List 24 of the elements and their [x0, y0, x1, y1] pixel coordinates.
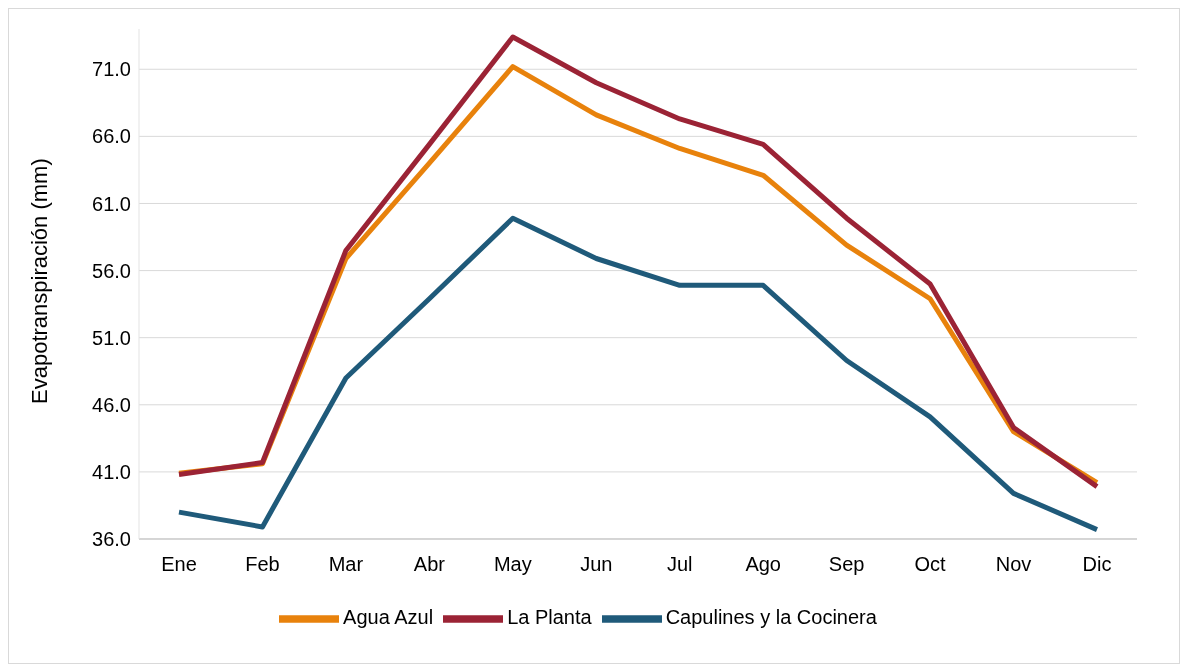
legend-label: La Planta — [507, 606, 592, 629]
x-tick-label: Abr — [413, 553, 446, 576]
x-tick-label: Nov — [995, 553, 1032, 576]
y-axis-title: Evapotranspiración (mm) — [26, 158, 52, 404]
x-tick-label: Feb — [245, 553, 280, 576]
x-tick-label: Ene — [161, 553, 197, 576]
x-tick-label: Oct — [914, 553, 947, 576]
legend-label: Capulines y la Cocinera — [665, 606, 877, 629]
x-tick-label: May — [493, 553, 532, 576]
x-tick-label: Ago — [745, 553, 781, 576]
x-tick-label: Sep — [828, 553, 865, 576]
y-tick-label: 71.0 — [92, 58, 131, 81]
y-tick-label: 36.0 — [92, 528, 131, 551]
x-tick-label: Mar — [328, 553, 364, 576]
legend-label: Agua Azul — [343, 606, 434, 629]
x-tick-label: Dic — [1082, 553, 1112, 576]
y-tick-label: 41.0 — [92, 460, 131, 483]
y-tick-label: 51.0 — [92, 326, 131, 349]
y-tick-label: 66.0 — [92, 125, 131, 148]
x-tick-label: Jul — [666, 553, 693, 576]
y-tick-label: 46.0 — [92, 393, 131, 416]
y-tick-label: 61.0 — [92, 192, 131, 215]
y-tick-label: 56.0 — [92, 259, 131, 282]
x-tick-label: Jun — [580, 553, 613, 576]
